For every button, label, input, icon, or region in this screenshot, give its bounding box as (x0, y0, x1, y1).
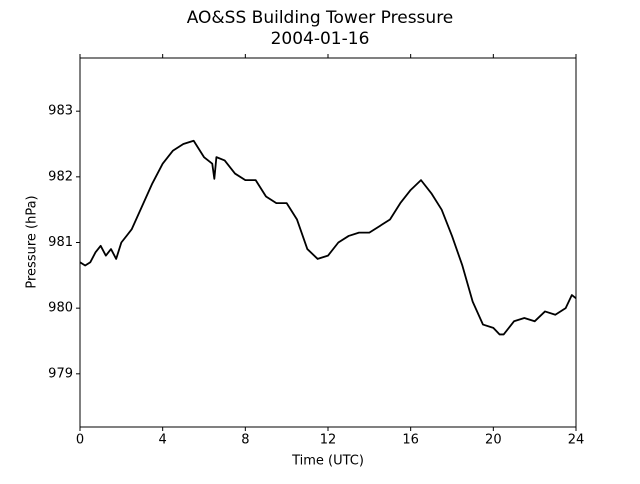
x-tick-label: 16 (402, 433, 419, 448)
y-tick-label: 982 (48, 169, 73, 184)
plot-frame (79, 57, 577, 428)
y-tick-label: 979 (48, 366, 73, 381)
x-tick-label: 4 (159, 433, 167, 448)
y-tick-label: 981 (48, 235, 73, 250)
x-tick-label: 24 (568, 433, 585, 448)
y-tick-label: 983 (48, 104, 73, 119)
x-tick-label: 8 (241, 433, 249, 448)
x-tick-label: 0 (76, 433, 84, 448)
x-axis-label: Time (UTC) (291, 454, 364, 469)
data-line (79, 139, 577, 336)
chart-title: AO&SS Building Tower Pressure (187, 8, 454, 28)
x-tick-label: 20 (485, 433, 502, 448)
chart-subtitle: 2004-01-16 (271, 29, 370, 49)
y-tick-label: 980 (48, 301, 73, 316)
y-axis-label: Pressure (hPa) (25, 195, 40, 288)
x-tick-label: 12 (320, 433, 337, 448)
